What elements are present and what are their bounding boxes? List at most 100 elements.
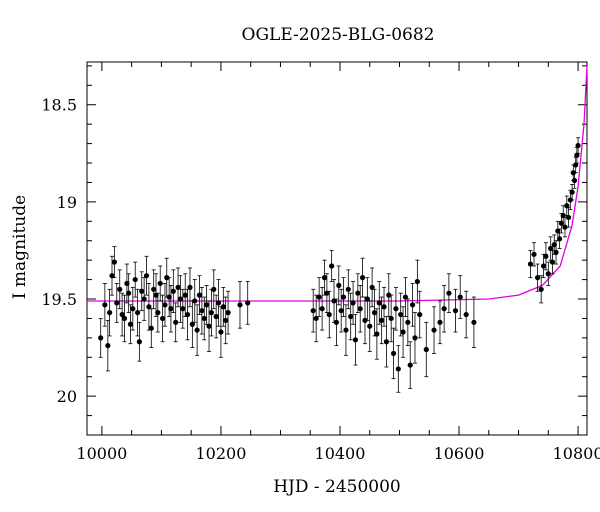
data-point <box>555 228 561 234</box>
data-point <box>134 310 141 316</box>
data-point <box>463 311 469 318</box>
data-point <box>390 350 397 357</box>
data-point <box>348 313 354 320</box>
data-point <box>121 315 128 322</box>
data-point <box>155 310 161 316</box>
plot-border <box>86 61 588 436</box>
data-point <box>571 177 578 184</box>
data-point <box>336 282 342 289</box>
data-point <box>329 263 335 269</box>
data-point <box>141 296 147 302</box>
data-point <box>376 300 382 306</box>
data-point <box>383 339 390 345</box>
data-point <box>364 296 370 302</box>
data-point <box>540 263 547 269</box>
data-point <box>215 300 222 306</box>
data-point <box>374 331 380 337</box>
data-point <box>132 276 138 283</box>
data-point <box>371 310 378 316</box>
data-point <box>102 302 108 308</box>
data-point <box>107 310 113 316</box>
data-point <box>331 298 337 304</box>
data-point <box>400 329 406 335</box>
data-point <box>139 288 145 294</box>
data-point <box>218 329 224 335</box>
data-point <box>194 327 200 333</box>
data-point <box>562 224 568 230</box>
data-point <box>173 319 179 325</box>
data-point <box>398 311 404 318</box>
data-point <box>124 280 130 287</box>
data-point <box>136 339 142 345</box>
x-tick-label: 10200 <box>195 444 246 463</box>
data-point <box>168 306 174 312</box>
y-tick-label: 20 <box>57 387 77 406</box>
data-point <box>175 284 181 290</box>
data-point <box>343 327 349 333</box>
data-point <box>333 319 340 325</box>
data-point <box>452 308 459 314</box>
data-point <box>189 321 195 327</box>
y-tick-label: 18.5 <box>41 96 77 115</box>
data-point <box>564 203 570 209</box>
data-point <box>151 286 157 292</box>
data-point <box>220 304 226 310</box>
y-axis-label: I magnitude <box>10 195 30 299</box>
data-point <box>225 310 231 316</box>
plot-frame: 10000 10200 10400 10600 10800 18.5 19 19.5 20 <box>41 61 600 463</box>
data-point <box>527 261 534 267</box>
data-point <box>551 242 557 248</box>
data-point <box>355 290 361 296</box>
data-point <box>457 294 463 300</box>
data-point <box>357 306 363 312</box>
data-point <box>386 292 392 298</box>
data-point <box>319 306 325 312</box>
data-point <box>345 286 351 292</box>
data-point <box>187 284 193 290</box>
data-point <box>417 311 423 318</box>
data-point <box>126 290 132 296</box>
data-point <box>206 323 212 329</box>
x-tick-label: 10000 <box>76 444 127 463</box>
data-point <box>538 286 544 292</box>
data-point <box>446 290 452 296</box>
data-point <box>326 311 332 318</box>
data-point <box>105 343 111 349</box>
data-point <box>573 162 579 168</box>
data-point <box>324 290 330 296</box>
data-point <box>423 346 429 353</box>
data-marks <box>87 65 588 393</box>
x-tick-label: 10600 <box>434 444 485 463</box>
data-point <box>114 300 120 306</box>
data-point <box>565 214 572 221</box>
data-point <box>407 362 413 368</box>
data-point <box>109 273 115 279</box>
data-point <box>204 302 210 308</box>
data-point <box>543 253 549 259</box>
data-point <box>441 306 447 312</box>
data-point <box>159 315 166 322</box>
data-point <box>148 325 154 331</box>
data-point <box>237 302 243 308</box>
x-axis-label: HJD - 2450000 <box>273 477 401 497</box>
data-point <box>192 298 198 304</box>
data-point <box>170 288 176 294</box>
data-point <box>362 317 368 323</box>
y-tick-label: 19.5 <box>41 290 77 309</box>
data-point <box>388 315 394 322</box>
data-point <box>340 294 347 300</box>
data-point <box>558 220 565 226</box>
data-point <box>412 335 418 341</box>
data-point <box>157 280 163 287</box>
data-point <box>143 273 150 279</box>
data-point <box>359 275 366 281</box>
y-tick-label: 19 <box>57 193 77 212</box>
data-point <box>201 315 207 322</box>
data-point <box>381 304 387 310</box>
data-point <box>545 271 551 277</box>
data-point <box>199 308 205 314</box>
data-point <box>395 366 401 372</box>
data-point <box>130 306 136 312</box>
data-point <box>313 315 319 322</box>
